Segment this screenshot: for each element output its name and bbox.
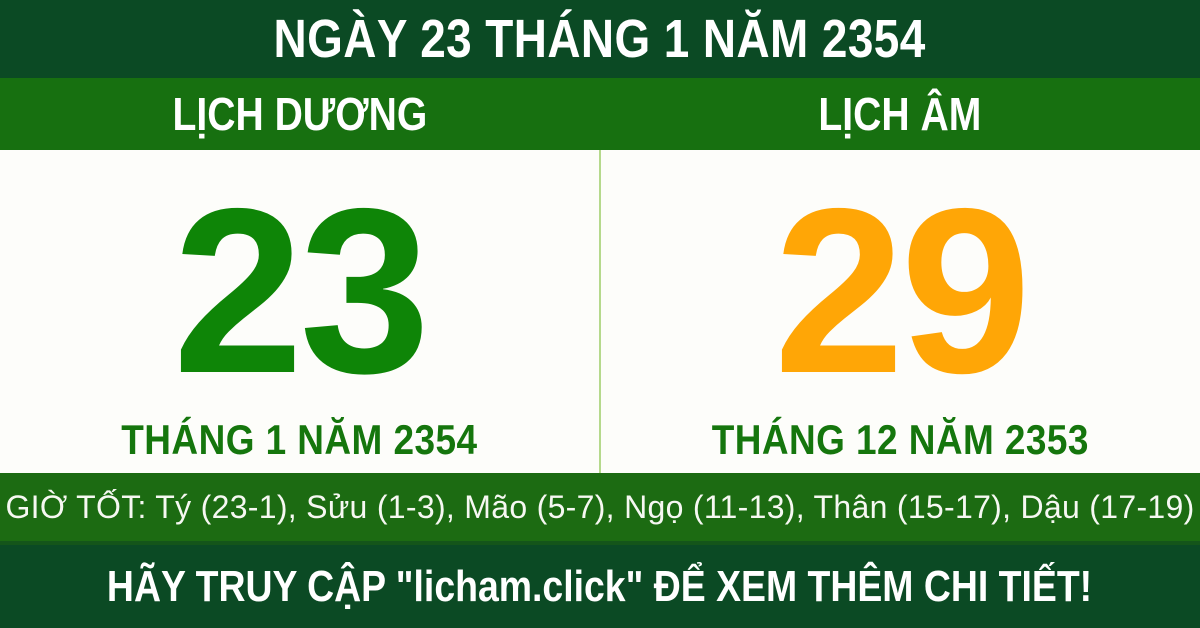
solar-label-cell: LỊCH DƯƠNG — [0, 78, 600, 150]
footer-banner: HÃY TRUY CẬP "licham.click" ĐỂ XEM THÊM … — [0, 545, 1200, 628]
footer-cta-text: HÃY TRUY CẬP "licham.click" ĐỂ XEM THÊM … — [107, 561, 1093, 611]
lunar-day-wrap: 29 — [773, 150, 1031, 422]
good-hours-text: GIỜ TỐT: Tý (23-1), Sửu (1-3), Mão (5-7)… — [5, 488, 1195, 525]
header-banner: NGÀY 23 THÁNG 1 NĂM 2354 — [0, 0, 1200, 78]
solar-day-number: 23 — [172, 158, 430, 422]
calendar-type-bar: LỊCH DƯƠNG LỊCH ÂM — [0, 78, 1200, 150]
solar-panel: 23 THÁNG 1 NĂM 2354 — [0, 150, 599, 473]
lunar-day-number: 29 — [773, 158, 1031, 422]
solar-day-wrap: 23 — [172, 150, 430, 422]
panel-divider — [599, 150, 601, 473]
lunar-label-cell: LỊCH ÂM — [600, 78, 1200, 150]
good-hours-bar: GIỜ TỐT: Tý (23-1), Sửu (1-3), Mão (5-7)… — [0, 473, 1200, 545]
lunar-calendar-label: LỊCH ÂM — [818, 88, 982, 140]
lunar-panel: 29 THÁNG 12 NĂM 2353 — [601, 150, 1200, 473]
solar-calendar-label: LỊCH DƯƠNG — [172, 88, 428, 140]
header-date-title: NGÀY 23 THÁNG 1 NĂM 2354 — [273, 9, 927, 69]
lunar-month-year: THÁNG 12 NĂM 2353 — [711, 416, 1090, 463]
solar-month-year: THÁNG 1 NĂM 2354 — [121, 416, 478, 463]
date-panels: 23 THÁNG 1 NĂM 2354 29 THÁNG 12 NĂM 2353 — [0, 150, 1200, 473]
